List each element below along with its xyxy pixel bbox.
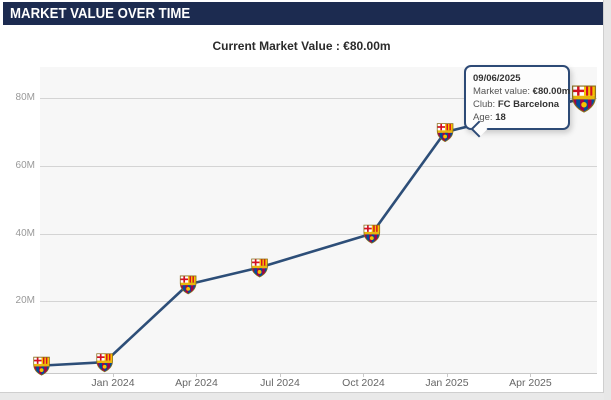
- tooltip-date: 09/06/2025: [473, 73, 521, 84]
- tooltip-market-value: Market value: €80.00m: [473, 86, 571, 97]
- x-axis-label: Oct 2024: [342, 377, 385, 389]
- gridline: [40, 98, 597, 100]
- x-axis-label: Jan 2024: [91, 377, 135, 389]
- gridline: [40, 165, 597, 167]
- section-title: MARKET VALUE OVER TIME: [10, 5, 191, 22]
- y-axis-label: 60M: [15, 159, 35, 171]
- y-axis-label: 80M: [15, 92, 35, 104]
- market-value-card: MARKET VALUE OVER TIME Current Market Va…: [0, 0, 604, 393]
- current-market-value-text: Current Market Value : €80.00m: [212, 39, 391, 53]
- x-axis-tick: [113, 373, 114, 377]
- barcelona-crest-marker[interactable]: [180, 276, 196, 294]
- point-tooltip: 09/06/2025 Market value: €80.00m Club: F…: [464, 65, 571, 138]
- gridline: [40, 301, 597, 303]
- barcelona-crest-marker[interactable]: [97, 354, 113, 372]
- tooltip-club: Club: FC Barcelona: [473, 99, 560, 110]
- x-axis-tick: [363, 373, 365, 377]
- x-axis-tick: [279, 373, 281, 377]
- barcelona-crest-marker[interactable]: [364, 225, 380, 243]
- x-axis-tick: [530, 373, 532, 377]
- y-axis-label: 40M: [15, 227, 35, 239]
- y-axis-label: 20M: [15, 295, 35, 307]
- x-axis-label: Apr 2025: [509, 377, 552, 389]
- page-gutter-bottom: [0, 393, 604, 400]
- tooltip-age: Age: 18: [473, 112, 506, 123]
- x-axis-tick: [446, 373, 448, 377]
- section-header: MARKET VALUE OVER TIME: [3, 2, 603, 25]
- market-value-line: [41, 96, 585, 367]
- x-axis-label: Jul 2024: [260, 377, 300, 389]
- gridline: [40, 233, 597, 235]
- barcelona-crest-marker[interactable]: [573, 86, 596, 112]
- x-axis-label: Jan 2025: [425, 377, 469, 389]
- x-axis-line: [40, 373, 597, 374]
- x-axis-label: Apr 2024: [175, 377, 218, 389]
- barcelona-crest-marker[interactable]: [34, 357, 50, 375]
- barcelona-crest-marker[interactable]: [252, 259, 268, 277]
- page-gutter-right: [604, 0, 611, 400]
- x-axis-tick: [196, 373, 198, 377]
